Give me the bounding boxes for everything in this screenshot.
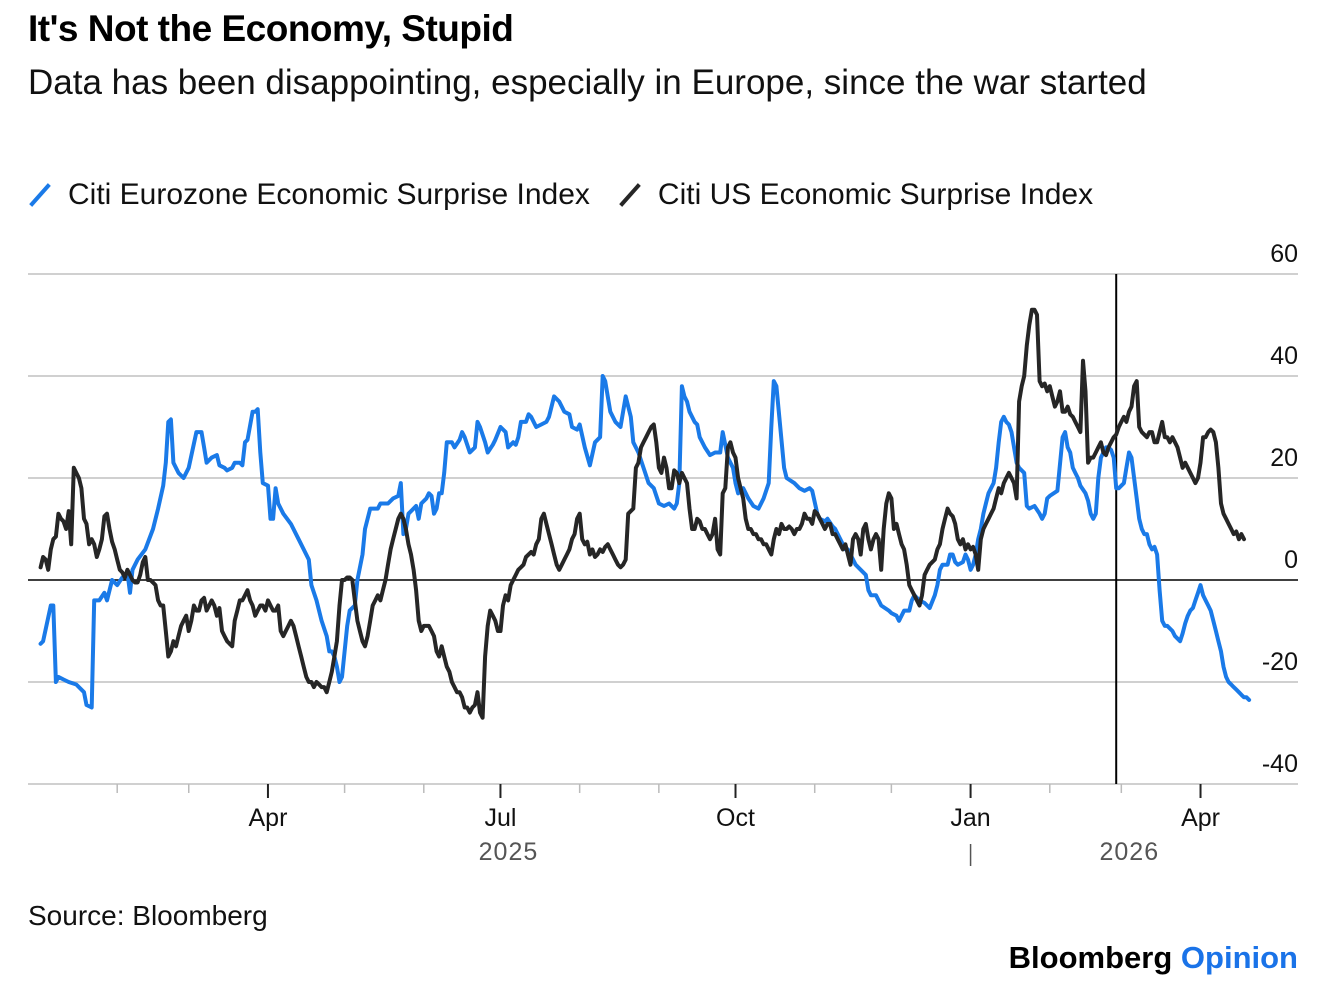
y-axis: 60 40 20 0 -20 -40	[1262, 240, 1298, 778]
y-tick-label: 20	[1270, 444, 1298, 472]
gridlines	[28, 273, 1298, 785]
chart-title: It's Not the Economy, Stupid	[28, 8, 514, 49]
legend: Citi Eurozone Economic Surprise Index Ci…	[28, 178, 1121, 212]
y-tick-label: -20	[1262, 648, 1298, 676]
series-line-eurozone	[38, 374, 1252, 710]
legend-item-eurozone: Citi Eurozone Economic Surprise Index	[28, 178, 590, 212]
series-line-us	[38, 307, 1246, 720]
x-tick-label: Jan	[950, 804, 990, 832]
legend-label-us: Citi US Economic Surprise Index	[657, 178, 1094, 211]
brand-main: Bloomberg	[1008, 940, 1173, 975]
chart-subtitle: Data has been disappointing, especially …	[28, 63, 1147, 102]
x-tick-label: Apr	[1181, 804, 1220, 832]
x-axis: Apr Jul Oct Jan Apr 2025 2026	[116, 784, 1220, 866]
x-tick-label: Oct	[716, 804, 755, 832]
x-year-label: 2026	[1100, 838, 1160, 866]
source-note: Source: Bloomberg	[28, 900, 268, 931]
legend-item-us: Citi US Economic Surprise Index	[618, 178, 1093, 212]
brand-accent: Opinion	[1180, 940, 1298, 975]
y-tick-label: 0	[1284, 546, 1298, 574]
legend-swatch-us-icon	[619, 183, 641, 207]
x-tick-label: Jul	[484, 804, 516, 832]
y-tick-label: 60	[1270, 240, 1298, 268]
y-tick-label: -40	[1262, 750, 1298, 778]
legend-label-eurozone: Citi Eurozone Economic Surprise Index	[68, 178, 590, 211]
x-year-label: 2025	[479, 838, 539, 866]
legend-swatch-eurozone-icon	[29, 183, 51, 207]
y-tick-label: 40	[1270, 342, 1298, 370]
x-tick-label: Apr	[248, 804, 287, 832]
series	[38, 307, 1252, 720]
brand-logo: Bloomberg Opinion	[1009, 940, 1298, 976]
